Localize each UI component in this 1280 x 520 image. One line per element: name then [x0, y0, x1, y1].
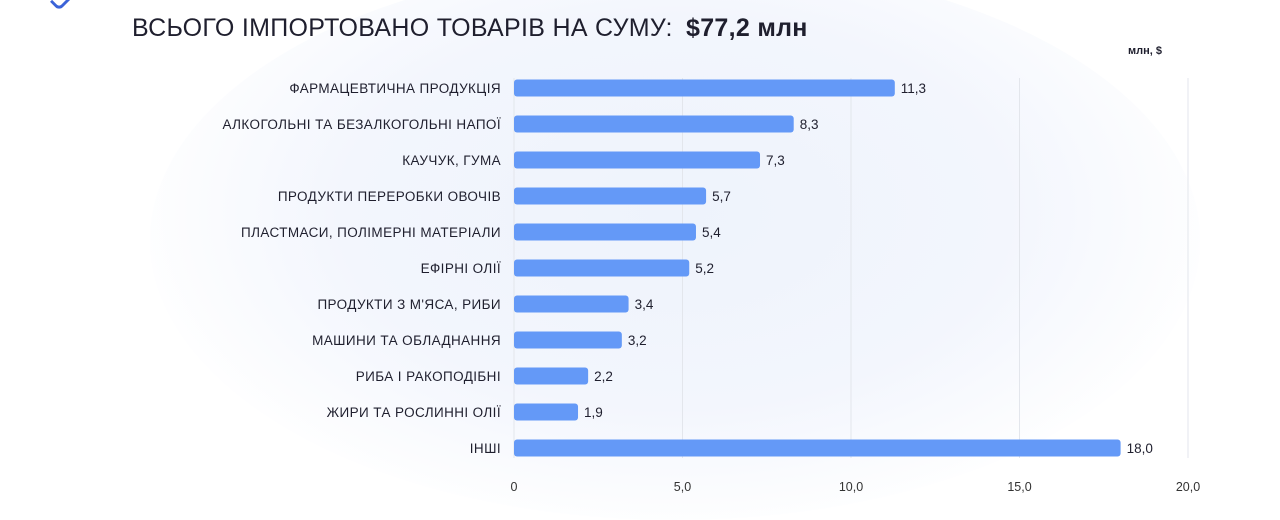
value-label: 5,2	[695, 261, 714, 276]
value-label: 11,3	[901, 81, 926, 96]
bar	[514, 223, 696, 241]
category-label: ПРОДУКТИ З М'ЯСА, РИБИ	[317, 297, 501, 312]
value-label: 3,4	[635, 297, 654, 312]
bar	[514, 367, 589, 385]
category-label: ПРОДУКТИ ПЕРЕРОБКИ ОВОЧІВ	[278, 189, 501, 204]
category-label: ЖИРИ ТА РОСЛИННІ ОЛІЇ	[327, 405, 501, 420]
value-label: 18,0	[1127, 441, 1153, 456]
category-label: ІНШІ	[470, 441, 501, 456]
bar	[514, 151, 761, 169]
category-label: ЕФІРНІ ОЛІЇ	[421, 261, 501, 276]
category-label: ФАРМАЦЕВТИЧНА ПРОДУКЦІЯ	[289, 81, 501, 96]
category-label: МАШИНИ ТА ОБЛАДНАННЯ	[312, 333, 501, 348]
chart-title: ВСЬОГО ІМПОРТОВАНО ТОВАРІВ НА СУМУ: $77,…	[132, 14, 808, 43]
value-label: 7,3	[766, 153, 785, 168]
bar	[514, 79, 895, 97]
x-tick-label: 20,0	[1176, 480, 1200, 494]
category-label: АЛКОГОЛЬНІ ТА БЕЗАЛКОГОЛЬНІ НАПОЇ	[222, 117, 501, 132]
x-tick-label: 0	[511, 480, 518, 494]
value-label: 2,2	[594, 369, 613, 384]
value-label: 3,2	[628, 333, 647, 348]
bar	[514, 115, 794, 133]
category-label: ПЛАСТМАСИ, ПОЛІМЕРНІ МАТЕРІАЛИ	[241, 225, 501, 240]
bar	[514, 331, 622, 349]
value-label: 5,4	[702, 225, 721, 240]
bar	[514, 259, 690, 277]
value-label: 5,7	[712, 189, 731, 204]
category-label: КАУЧУК, ГУМА	[402, 153, 501, 168]
bar	[514, 187, 707, 205]
bar	[514, 295, 629, 313]
x-tick-label: 15,0	[1007, 480, 1031, 494]
x-tick-label: 5,0	[674, 480, 691, 494]
value-label: 8,3	[800, 117, 819, 132]
category-label: РИБА І РАКОПОДІБНІ	[356, 369, 501, 384]
bar	[514, 439, 1121, 457]
bar	[514, 403, 579, 421]
unit-label: млн, $	[1128, 45, 1162, 57]
total-amount: $77,2 млн	[686, 14, 808, 42]
bar-chart: 0 5,0 10,0 15,0 20,0 ФАРМАЦЕВТИЧНА ПРОДУКЦІЯ 1…	[222, 78, 1200, 494]
value-label: 1,9	[584, 405, 603, 420]
chart-title-text: ВСЬОГО ІМПОРТОВАНО ТОВАРІВ НА СУМУ:	[132, 14, 673, 42]
x-tick-label: 10,0	[839, 480, 863, 494]
